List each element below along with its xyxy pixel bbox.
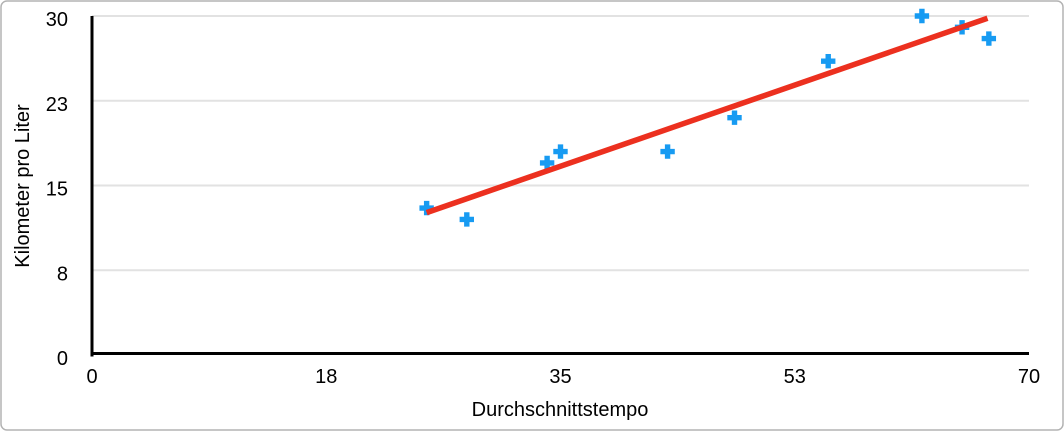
axes	[90, 16, 1029, 357]
data-point-marker	[419, 200, 434, 216]
x-tick-label: 35	[549, 366, 571, 388]
data-point-marker	[539, 155, 555, 171]
gridlines	[92, 15, 1029, 272]
data-point-marker	[914, 8, 930, 24]
x-tick-label: 0	[86, 366, 97, 388]
x-tick-label: 53	[784, 366, 806, 388]
data-point-marker	[981, 31, 997, 46]
data-point-marker	[727, 110, 742, 125]
trendline	[425, 15, 989, 216]
x-axis-title: Durchschnittstempo	[472, 399, 649, 421]
data-point-marker	[660, 144, 675, 159]
data-point-marker	[553, 144, 568, 159]
y-tick-label: 23	[46, 94, 68, 116]
data-point-marker	[459, 212, 474, 227]
y-tick-label: 0	[57, 348, 68, 370]
y-tick-label: 30	[46, 9, 68, 31]
trendline-segment	[425, 15, 989, 216]
data-point-marker	[821, 54, 836, 69]
y-axis-tick-labels: 0 8 15 23 30	[46, 9, 68, 370]
y-tick-label: 15	[46, 179, 68, 201]
x-tick-label: 18	[315, 366, 337, 388]
x-tick-label: 70	[1018, 366, 1040, 388]
y-tick-label: 8	[57, 263, 68, 285]
x-axis-tick-labels: 0 18 35 53 70	[86, 366, 1040, 388]
y-axis-title: Kilometer pro Liter	[12, 104, 34, 268]
